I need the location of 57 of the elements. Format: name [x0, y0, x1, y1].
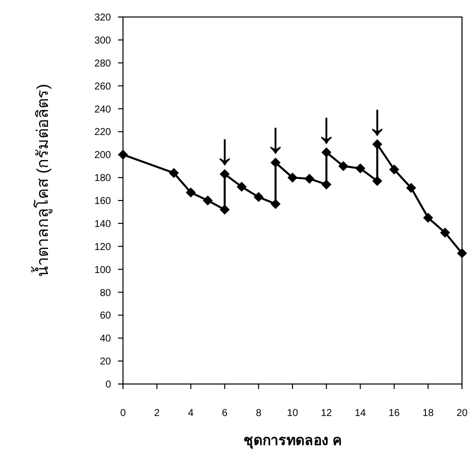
annotation: ↓	[264, 114, 287, 163]
y-tick-label: 140	[94, 218, 112, 230]
x-axis-title: ชุดการทดลอง ค	[244, 432, 342, 449]
x-tick-label: 4	[188, 408, 194, 419]
point	[186, 187, 196, 198]
y-tick-label: 300	[94, 35, 112, 46]
point	[423, 212, 434, 223]
point	[168, 168, 179, 178]
y-tick-label: 320	[94, 12, 112, 24]
y-tick-label: 60	[100, 310, 112, 322]
point	[118, 150, 128, 160]
y-axis-title: น้ำตาลกลูโคส (กรัมต่อลิตร)	[31, 84, 53, 278]
point	[220, 204, 230, 215]
point	[254, 192, 264, 202]
y-tick-label: 100	[94, 264, 112, 276]
y-tick-label: 240	[94, 104, 112, 116]
y-tick-label: 200	[94, 150, 112, 162]
x-tick-label: 20	[456, 408, 468, 419]
point	[270, 198, 281, 209]
y-tick-label: 260	[94, 81, 112, 92]
x-tick-label: 18	[422, 408, 434, 419]
point	[355, 163, 366, 174]
x-tick-label: 14	[354, 408, 366, 419]
y-tick-label: 80	[100, 288, 112, 299]
annotation: ↓	[315, 103, 338, 152]
x-tick-label: 8	[256, 408, 262, 419]
point	[321, 179, 332, 190]
annotation: ↓	[366, 95, 388, 144]
point	[457, 248, 467, 258]
point	[202, 196, 213, 206]
point	[406, 182, 416, 193]
point	[389, 164, 400, 175]
x-tick-label: 10	[286, 408, 298, 419]
y-tick-label: 0	[105, 380, 112, 390]
point	[288, 172, 298, 183]
point	[236, 182, 247, 192]
point	[372, 176, 382, 186]
y-tick-label: 280	[94, 58, 112, 70]
y-tick-label: 220	[94, 127, 112, 138]
point	[372, 139, 382, 150]
point	[338, 161, 348, 172]
x-tick-label: 0	[120, 408, 126, 419]
y-tick-label: 20	[100, 356, 112, 368]
annotation: ↓	[214, 125, 236, 174]
point	[321, 147, 332, 158]
y-tick-label: 120	[94, 242, 112, 253]
y-tick-label: 40	[100, 334, 112, 345]
point	[304, 174, 314, 184]
point	[220, 169, 230, 180]
point	[270, 158, 281, 168]
y-tick-label: 180	[94, 173, 112, 184]
x-tick-label: 16	[388, 408, 400, 419]
x-tick-label: 12	[320, 408, 332, 419]
y-tick-label: 160	[94, 196, 112, 207]
x-tick-label: 6	[222, 408, 228, 419]
x-tick-label: 2	[154, 408, 160, 419]
point	[440, 228, 450, 238]
